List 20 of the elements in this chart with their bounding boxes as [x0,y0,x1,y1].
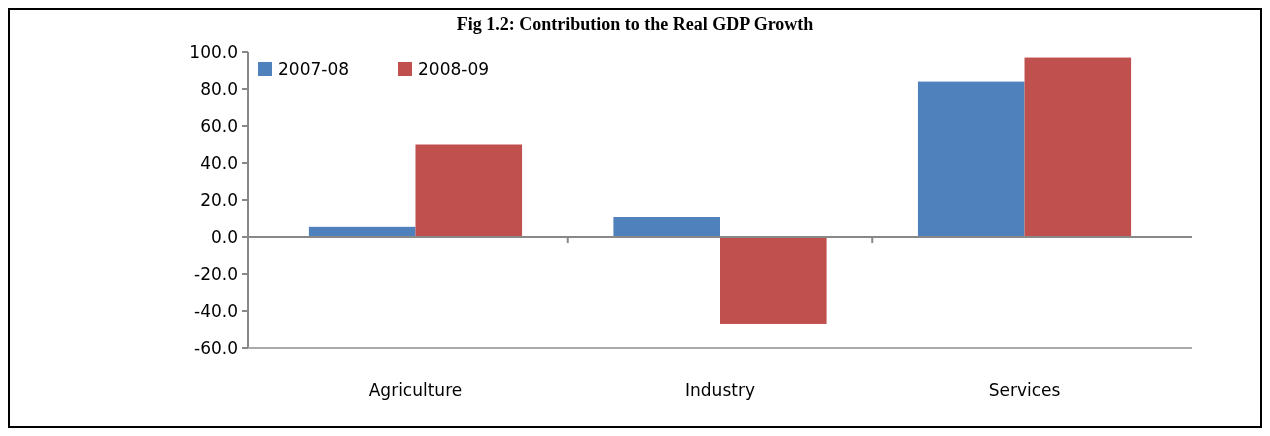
y-tick-label: 0.0 [210,226,238,247]
y-tick-label: 80.0 [200,78,238,99]
y-tick-label: -20.0 [194,263,238,284]
y-tick-label: -60.0 [194,337,238,358]
legend-label: 2007-08 [278,58,350,79]
y-tick-label: 60.0 [200,115,238,136]
x-tick-label: Agriculture [368,380,463,400]
bar [613,217,720,237]
bar [1024,57,1132,237]
x-tick-label: Industry [685,380,755,400]
bar [720,237,827,324]
y-tick-label: 40.0 [200,152,238,173]
bar [917,81,1025,237]
x-tick-label: Services [988,380,1061,400]
chart-title: Fig 1.2: Contribution to the Real GDP Growth [456,14,814,34]
y-tick-label: 100.0 [189,41,238,62]
y-tick-label: 20.0 [200,189,238,210]
bar [415,144,523,237]
legend-label: 2008-09 [418,58,490,79]
y-tick-label: -40.0 [194,300,238,321]
